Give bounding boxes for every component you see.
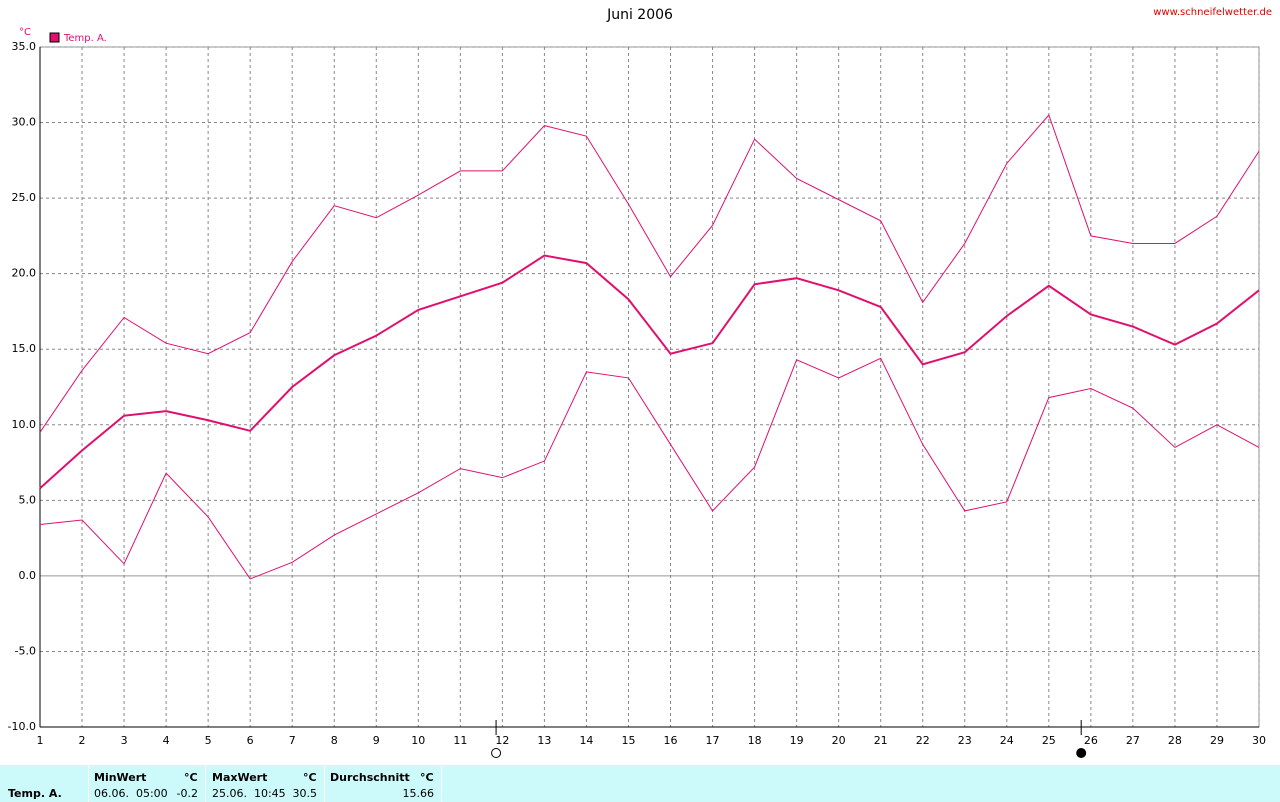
x-tick-label: 28 (1168, 734, 1182, 747)
y-tick-label: 15.0 (12, 342, 37, 355)
x-tick-label: 6 (247, 734, 254, 747)
x-tick-label: 7 (289, 734, 296, 747)
x-tick-label: 11 (453, 734, 467, 747)
separator (88, 765, 89, 802)
series-label: Temp. A. (8, 787, 62, 800)
y-tick-label: 20.0 (12, 267, 37, 280)
y-tick-label: -5.0 (15, 644, 36, 657)
unit: °C (184, 771, 198, 784)
x-tick-label: 1 (37, 734, 44, 747)
unit: °C (420, 771, 434, 784)
x-tick-label: 13 (537, 734, 551, 747)
column-header: MinWert (94, 771, 147, 784)
x-tick-label: 26 (1084, 734, 1098, 747)
line-series (39, 114, 1260, 433)
legend-label: Temp. A. (63, 33, 107, 44)
time: 25.06. 10:45 (212, 787, 286, 800)
x-tick-label: 23 (958, 734, 972, 747)
y-tick-label: 35.0 (12, 40, 37, 53)
separator (441, 765, 442, 802)
x-tick-label: 19 (790, 734, 804, 747)
column-header: Durchschnitt (330, 771, 410, 784)
x-tick-label: 30 (1252, 734, 1266, 747)
y-unit: °C (19, 27, 31, 38)
x-tick-label: 21 (874, 734, 888, 747)
value: 30.5 (292, 787, 318, 800)
x-tick-label: 18 (748, 734, 762, 747)
x-tick-label: 27 (1126, 734, 1140, 747)
x-tick-label: 29 (1210, 734, 1224, 747)
unit: °C (303, 771, 317, 784)
x-tick-label: 25 (1042, 734, 1056, 747)
line-series (39, 357, 1260, 580)
x-tick-label: 5 (205, 734, 212, 747)
y-tick-label: 25.0 (12, 191, 37, 204)
legend-swatch (49, 32, 60, 43)
separator (324, 765, 325, 802)
y-tick-label: 0.0 (19, 569, 37, 582)
x-tick-label: 8 (331, 734, 338, 747)
y-tick-label: 30.0 (12, 116, 37, 129)
x-tick-label: 24 (1000, 734, 1014, 747)
x-tick-label: 16 (664, 734, 678, 747)
plot-frame (39, 46, 1260, 728)
line-series (39, 254, 1260, 489)
moon-phase (491, 748, 502, 758)
x-tick-label: 15 (621, 734, 635, 747)
x-tick-label: 10 (411, 734, 425, 747)
value: 15.66 (402, 787, 435, 800)
x-tick-label: 4 (163, 734, 170, 747)
y-tick-label: 10.0 (12, 418, 37, 431)
value: -0.2 (176, 787, 198, 800)
chart: Juni 2006 www.schneifelwetter.de °C -10.… (8, 7, 1272, 758)
y-tick-label: 5.0 (19, 493, 37, 506)
x-tick-label: 2 (79, 734, 86, 747)
x-tick-label: 12 (495, 734, 509, 747)
column-header: MaxWert (212, 771, 268, 784)
y-tick-label: -10.0 (8, 720, 36, 733)
chart-title: Juni 2006 (606, 7, 673, 23)
x-tick-label: 17 (706, 734, 720, 747)
x-tick-label: 9 (373, 734, 380, 747)
summary-table: Temp. A. MinWert °C 06.06. 05:00 -0.2 Ma… (0, 765, 1280, 802)
x-tick-label: 14 (579, 734, 593, 747)
moon-phase (1076, 748, 1087, 758)
source[interactable]: www.schneifelwetter.de (1153, 7, 1272, 18)
separator (205, 765, 206, 802)
x-tick-label: 3 (121, 734, 128, 747)
x-tick-label: 20 (832, 734, 846, 747)
time: 06.06. 05:00 (94, 787, 168, 800)
x-tick-label: 22 (916, 734, 930, 747)
